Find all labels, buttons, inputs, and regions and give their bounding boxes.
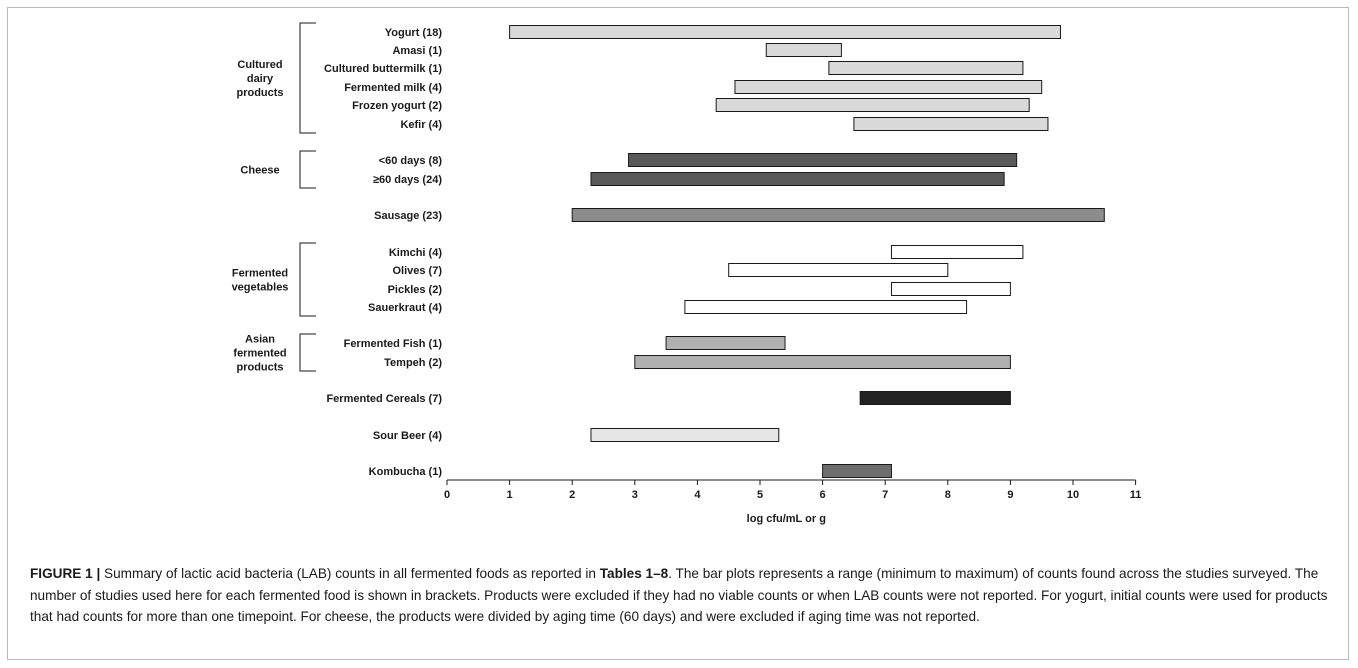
caption-text-part1: Summary of lactic acid bacteria (LAB) co… [100, 566, 600, 581]
row-label-kefir-4: Kefir (4) [400, 119, 442, 131]
group-label-cultured-dairy-products: Cultured dairy products [236, 59, 283, 99]
group-bracket-cultured-dairy-products [299, 22, 316, 134]
row-label-sausage-23: Sausage (23) [374, 210, 442, 222]
caption-text-part2: . The bar plots represents a range (mini… [30, 566, 1328, 624]
row-label-kombucha-1: Kombucha (1) [369, 466, 443, 478]
bar-amasi-1 [765, 43, 842, 57]
group-label-fermented-vegetables: Fermented vegetables [232, 268, 289, 294]
x-tick-label-3: 3 [632, 489, 638, 501]
row-label-olives-7: Olives (7) [392, 265, 442, 277]
bar-kombucha-1 [822, 464, 892, 478]
x-axis-title: log cfu/mL or g [747, 513, 826, 525]
row-label-lt-60-days-8: <60 days (8) [379, 155, 443, 167]
row-label-gte-60-days-24: ≥60 days (24) [373, 174, 442, 186]
figure-frame: Cultured dairy products Cheese Fermented vege… [7, 7, 1349, 660]
group-label-cheese: Cheese [240, 165, 279, 177]
row-label-sauerkraut-4: Sauerkraut (4) [368, 302, 442, 314]
bar-sauerkraut-4 [684, 300, 968, 314]
row-label-fermented-fish-1: Fermented Fish (1) [344, 338, 443, 350]
group-bracket-cheese [299, 150, 316, 189]
row-label-frozen-yogurt-2: Frozen yogurt (2) [352, 100, 442, 112]
figure-caption: FIGURE 1 | Summary of lactic acid bacter… [30, 563, 1340, 628]
bar-fermented-cereals-7 [859, 391, 1011, 405]
bar-gte-60-days-24 [590, 172, 1005, 186]
group-bracket-fermented-vegetables [299, 242, 316, 317]
bar-fermented-fish-1 [665, 336, 786, 350]
caption-tables-ref: Tables 1–8 [599, 566, 669, 581]
bar-sour-beer-4 [590, 428, 780, 442]
bar-cultured-buttermilk-1 [828, 61, 1024, 75]
bar-olives-7 [728, 263, 949, 277]
x-tick-label-8: 8 [945, 489, 951, 501]
group-bracket-asian-fermented-products [299, 333, 316, 372]
group-label-asian-fermented-products: Asian fermented products [233, 334, 286, 374]
row-label-fermented-cereals-7: Fermented Cereals (7) [326, 393, 442, 405]
bar-kimchi-4 [890, 245, 1024, 259]
x-tick-label-2: 2 [569, 489, 575, 501]
x-tick-label-5: 5 [757, 489, 763, 501]
range-bar-chart: Cultured dairy products Cheese Fermented vege… [232, 22, 1142, 525]
row-label-pickles-2: Pickles (2) [388, 284, 443, 296]
x-tick-label-7: 7 [882, 489, 888, 501]
x-tick-label-11: 11 [1130, 489, 1142, 501]
x-tick-label-10: 10 [1067, 489, 1079, 501]
row-label-tempeh-2: Tempeh (2) [384, 357, 442, 369]
bar-kefir-4 [853, 117, 1049, 131]
x-tick-label-6: 6 [820, 489, 826, 501]
x-tick-label-0: 0 [444, 489, 450, 501]
bar-fermented-milk-4 [734, 80, 1043, 94]
row-label-sour-beer-4: Sour Beer (4) [373, 430, 442, 442]
caption-figure-label: FIGURE 1 | [30, 566, 101, 581]
bar-pickles-2 [890, 282, 1011, 296]
bar-yogurt-18 [509, 25, 1061, 39]
x-tick-label-9: 9 [1007, 489, 1013, 501]
bar-frozen-yogurt-2 [715, 98, 1030, 112]
row-label-fermented-milk-4: Fermented milk (4) [344, 82, 442, 94]
row-label-kimchi-4: Kimchi (4) [389, 247, 443, 259]
x-tick-label-1: 1 [507, 489, 513, 501]
row-label-cultured-buttermilk-1: Cultured buttermilk (1) [324, 63, 442, 75]
row-label-yogurt-18: Yogurt (18) [385, 27, 443, 39]
x-tick-label-4: 4 [694, 489, 701, 501]
bar-lt-60-days-8 [628, 153, 1018, 167]
row-label-amasi-1: Amasi (1) [392, 45, 442, 57]
bar-sausage-23 [571, 208, 1105, 222]
bar-tempeh-2 [634, 355, 1011, 369]
